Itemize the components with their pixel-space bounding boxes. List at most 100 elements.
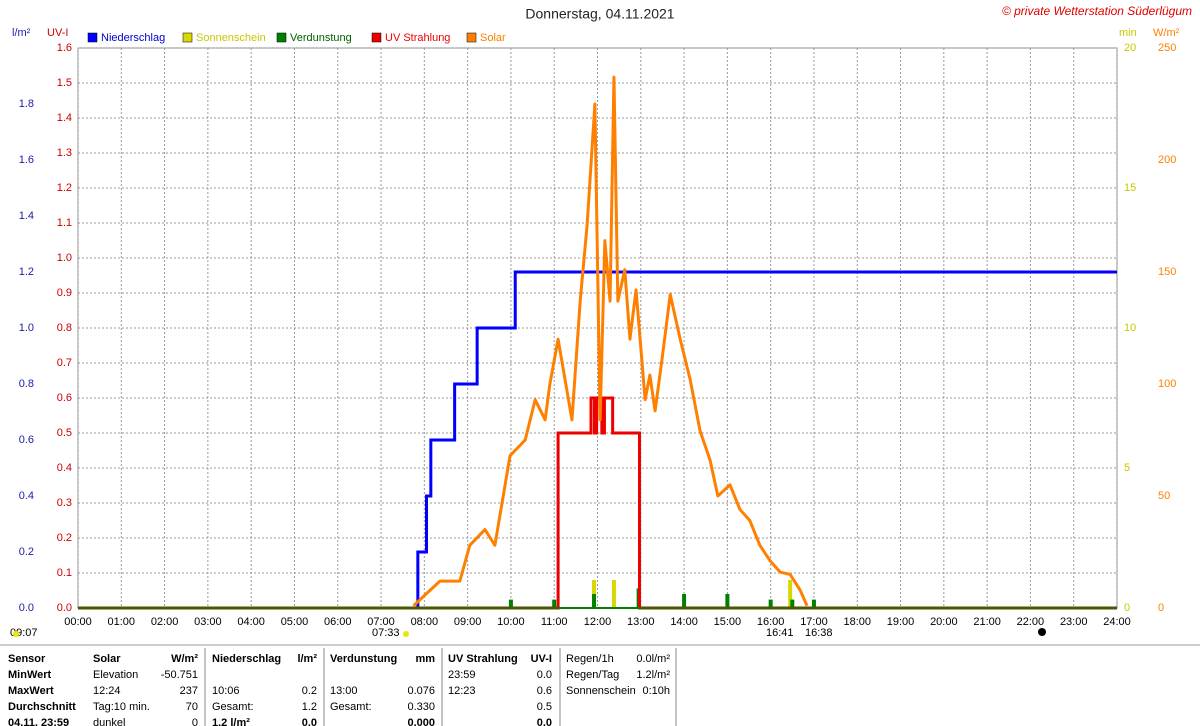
table-cell: dunkel bbox=[93, 717, 125, 726]
table-cell: Verdunstung bbox=[330, 653, 397, 665]
y-tick-label: 20 bbox=[1124, 42, 1136, 54]
x-tick-label: 10:00 bbox=[497, 616, 525, 628]
x-tick-label: 03:00 bbox=[194, 616, 222, 628]
moon-icon bbox=[1038, 628, 1046, 636]
legend-swatch bbox=[87, 32, 98, 43]
table-cell: Regen/Tag bbox=[566, 669, 619, 681]
legend-swatch bbox=[276, 32, 287, 43]
sun-time: 16:41 bbox=[766, 627, 794, 639]
legend-swatch bbox=[371, 32, 382, 43]
x-tick-label: 01:00 bbox=[108, 616, 136, 628]
table-cell: MinWert bbox=[8, 669, 52, 681]
chart-title: Donnerstag, 04.11.2021 bbox=[525, 6, 674, 22]
bar bbox=[611, 580, 616, 608]
x-tick-label: 07:00 bbox=[367, 616, 395, 628]
bar bbox=[682, 594, 687, 608]
y-tick-label: 50 bbox=[1158, 490, 1170, 502]
table-cell: Niederschlag bbox=[212, 653, 281, 665]
y-tick-label: 1.5 bbox=[57, 77, 72, 89]
legend-label: Sonnenschein bbox=[196, 32, 266, 44]
x-tick-label: 14:00 bbox=[670, 616, 698, 628]
y-tick-label: 1.4 bbox=[19, 210, 34, 222]
axis-title: W/m² bbox=[1153, 27, 1180, 39]
x-tick-label: 11:00 bbox=[541, 616, 568, 628]
x-tick-label: 24:00 bbox=[1103, 616, 1131, 628]
y-tick-label: 1.6 bbox=[57, 42, 72, 54]
x-tick-label: 20:00 bbox=[930, 616, 958, 628]
table-cell: Sonnenschein bbox=[566, 685, 636, 697]
table-cell: 0.000 bbox=[407, 717, 435, 726]
legend-label: UV Strahlung bbox=[385, 32, 450, 44]
table-cell: 0.076 bbox=[407, 685, 435, 697]
bar bbox=[790, 599, 795, 608]
table-cell: W/m² bbox=[171, 653, 198, 665]
y-tick-label: 15 bbox=[1124, 182, 1136, 194]
y-tick-label: 1.0 bbox=[19, 322, 34, 334]
table-cell: 12:23 bbox=[448, 685, 476, 697]
table-cell: Gesamt: bbox=[212, 701, 254, 713]
table-cell: Regen/1h bbox=[566, 653, 614, 665]
x-tick-label: 13:00 bbox=[627, 616, 655, 628]
y-tick-label: 1.1 bbox=[57, 217, 72, 229]
table-cell: 12:24 bbox=[93, 685, 121, 697]
y-tick-label: 0.7 bbox=[57, 357, 72, 369]
table-cell: 0 bbox=[192, 717, 198, 726]
table-cell: 1.2 bbox=[302, 701, 317, 713]
x-tick-label: 06:00 bbox=[324, 616, 352, 628]
table-cell: 1.2l/m² bbox=[636, 669, 670, 681]
y-tick-label: 0.2 bbox=[57, 532, 72, 544]
legend-label: Niederschlag bbox=[101, 32, 165, 44]
x-tick-label: 21:00 bbox=[973, 616, 1001, 628]
y-tick-label: 0.8 bbox=[57, 322, 72, 334]
table-cell: 0:10h bbox=[642, 685, 670, 697]
sun-time: 16:38 bbox=[805, 627, 833, 639]
bar bbox=[725, 594, 730, 608]
x-tick-label: 18:00 bbox=[843, 616, 871, 628]
y-tick-label: 10 bbox=[1124, 322, 1136, 334]
bar bbox=[811, 599, 816, 608]
sun-icon bbox=[403, 631, 409, 637]
table-cell: l/m² bbox=[297, 653, 317, 665]
step-line bbox=[78, 270, 1117, 610]
y-tick-label: 100 bbox=[1158, 378, 1176, 390]
x-tick-label: 19:00 bbox=[887, 616, 915, 628]
x-tick-label: 08:00 bbox=[411, 616, 439, 628]
table-cell: 237 bbox=[180, 685, 198, 697]
y-tick-label: 0.6 bbox=[57, 392, 72, 404]
axis-title: l/m² bbox=[12, 27, 31, 39]
y-tick-label: 0.8 bbox=[19, 378, 34, 390]
table-cell: 13:00 bbox=[330, 685, 358, 697]
x-tick-label: 17:00 bbox=[800, 616, 828, 628]
y-tick-label: 1.6 bbox=[19, 154, 34, 166]
table-cell: mm bbox=[415, 653, 435, 665]
axis-title: UV-I bbox=[47, 27, 68, 39]
legend-swatch bbox=[182, 32, 193, 43]
y-tick-label: 0.3 bbox=[57, 497, 72, 509]
x-tick-label: 05:00 bbox=[281, 616, 309, 628]
x-tick-label: 00:00 bbox=[64, 616, 92, 628]
y-tick-label: 0.9 bbox=[57, 287, 72, 299]
table-cell: Elevation bbox=[93, 669, 138, 681]
table-cell: MaxWert bbox=[8, 685, 54, 697]
y-tick-label: 0.0 bbox=[19, 602, 34, 614]
x-tick-label: 22:00 bbox=[1017, 616, 1045, 628]
x-tick-label: 09:00 bbox=[454, 616, 482, 628]
table-cell: Durchschnitt bbox=[8, 701, 76, 713]
y-tick-label: 250 bbox=[1158, 42, 1176, 54]
bar bbox=[592, 594, 597, 608]
y-tick-label: 0 bbox=[1158, 602, 1164, 614]
table-cell: -50.751 bbox=[161, 669, 198, 681]
x-tick-label: 16:00 bbox=[757, 616, 785, 628]
table-cell: UV Strahlung bbox=[448, 653, 518, 665]
table-cell: 70 bbox=[186, 701, 198, 713]
y-tick-label: 150 bbox=[1158, 266, 1176, 278]
y-tick-label: 0.1 bbox=[57, 567, 72, 579]
legend-label: Solar bbox=[480, 32, 506, 44]
y-tick-label: 0.0 bbox=[57, 602, 72, 614]
y-tick-label: 1.2 bbox=[19, 266, 34, 278]
line bbox=[412, 75, 809, 607]
bar bbox=[508, 599, 513, 608]
table-cell: Gesamt: bbox=[330, 701, 372, 713]
y-tick-label: 0.4 bbox=[19, 490, 34, 502]
y-tick-label: 0.5 bbox=[57, 427, 72, 439]
